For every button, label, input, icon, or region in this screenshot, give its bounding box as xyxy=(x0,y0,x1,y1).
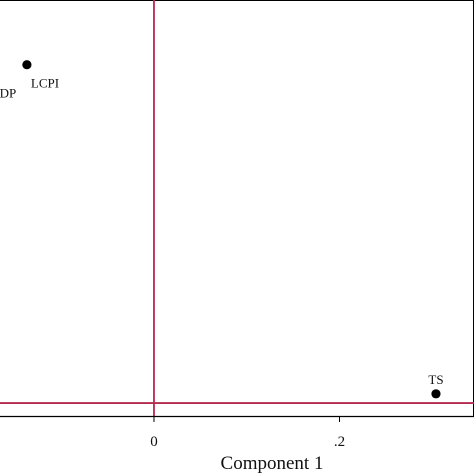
data-point-lcpi xyxy=(22,60,32,70)
plot-frame xyxy=(0,0,474,416)
point-label-dp: DP xyxy=(0,85,16,100)
x-tick-label-1: .2 xyxy=(334,434,345,450)
x-tick-label-0: 0 xyxy=(150,434,158,450)
x-axis-title: Component 1 xyxy=(221,453,324,474)
point-label-ts: TS xyxy=(428,372,443,387)
data-point-ts xyxy=(431,389,441,399)
x-axis: 0.2 xyxy=(0,415,474,450)
point-label-lcpi: LCPI xyxy=(31,76,59,91)
data-points: LCPI DP TS xyxy=(0,60,444,399)
reference-lines xyxy=(0,0,474,416)
